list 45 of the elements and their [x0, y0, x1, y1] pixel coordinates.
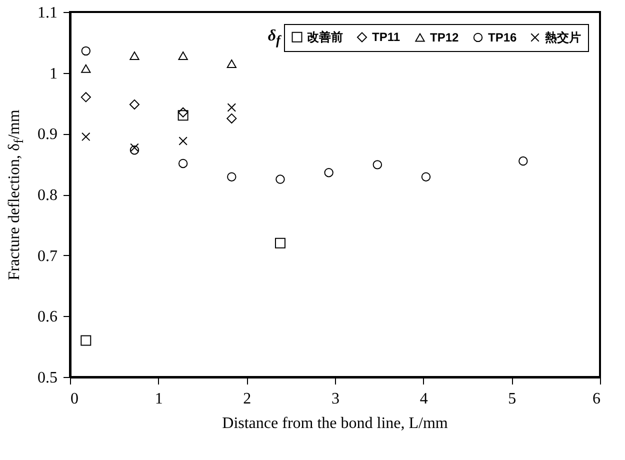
point [178, 52, 188, 60]
point [80, 335, 92, 346]
point [518, 156, 528, 166]
point [178, 158, 188, 168]
x-tick-label: 4 [420, 390, 428, 408]
point [274, 238, 286, 248]
legend-label: 改善前 [307, 30, 343, 44]
y-tick-label: 0.9 [38, 126, 58, 144]
x-tick-label: 0 [70, 390, 78, 408]
legend-label: TP16 [488, 30, 518, 44]
y-tick-label: 0.7 [38, 248, 58, 265]
point [80, 92, 91, 102]
point [81, 46, 91, 56]
point [421, 172, 431, 182]
x-tick-label: 6 [592, 390, 600, 408]
point [227, 172, 236, 182]
legend-label: TP11 [372, 30, 400, 44]
point [82, 132, 90, 142]
point [81, 64, 91, 73]
legend-label: TP12 [430, 30, 460, 44]
x-tick-label: 5 [508, 390, 516, 408]
point [227, 103, 236, 112]
point [226, 59, 236, 68]
point [324, 168, 334, 178]
point [178, 107, 188, 118]
point [178, 136, 188, 146]
x-axis-title: Distance from the bond line, L/mm [222, 415, 448, 433]
point [130, 143, 139, 152]
x-tick-label: 2 [243, 390, 252, 408]
point [130, 145, 140, 155]
point [129, 99, 140, 110]
y-tick-label: 0.8 [38, 187, 58, 204]
legend-label: 熱交片 [544, 30, 581, 44]
point [276, 174, 285, 184]
legend-title: δ$_{f}$ [268, 27, 280, 49]
point [372, 160, 382, 170]
point [130, 52, 140, 60]
y-tick-label: 1.1 [38, 4, 58, 22]
y-tick-label: 0.6 [38, 308, 58, 326]
x-tick-label: 3 [332, 390, 340, 408]
point [226, 113, 237, 124]
y-tick-label: 1 [50, 65, 58, 82]
y-tick-label: 0.5 [38, 370, 58, 386]
point [178, 110, 188, 121]
x-tick-label: 1 [154, 390, 163, 408]
